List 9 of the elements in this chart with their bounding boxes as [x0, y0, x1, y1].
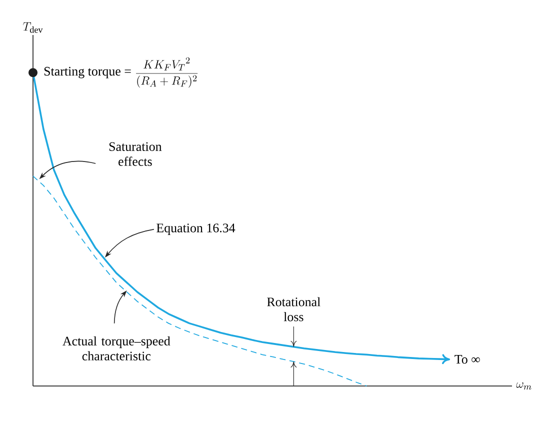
annotation: To ∞	[454, 355, 480, 364]
annotation: Rotational loss	[267, 297, 320, 322]
annotation: Equation 16.34	[156, 224, 236, 235]
y-axis-title: $T_{\mathrm{dev}}$	[23, 22, 43, 33]
annotation: $\frac{KK_F{V_T}^2}{(R_A+R_F)^2}$	[136, 57, 198, 88]
annotation: Starting torque =	[44, 66, 131, 78]
x-axis-title: $\omega_m$	[516, 382, 532, 390]
annotation: Actual torque–speed characteristic	[62, 336, 170, 360]
annotation: Saturation effects	[109, 142, 162, 166]
